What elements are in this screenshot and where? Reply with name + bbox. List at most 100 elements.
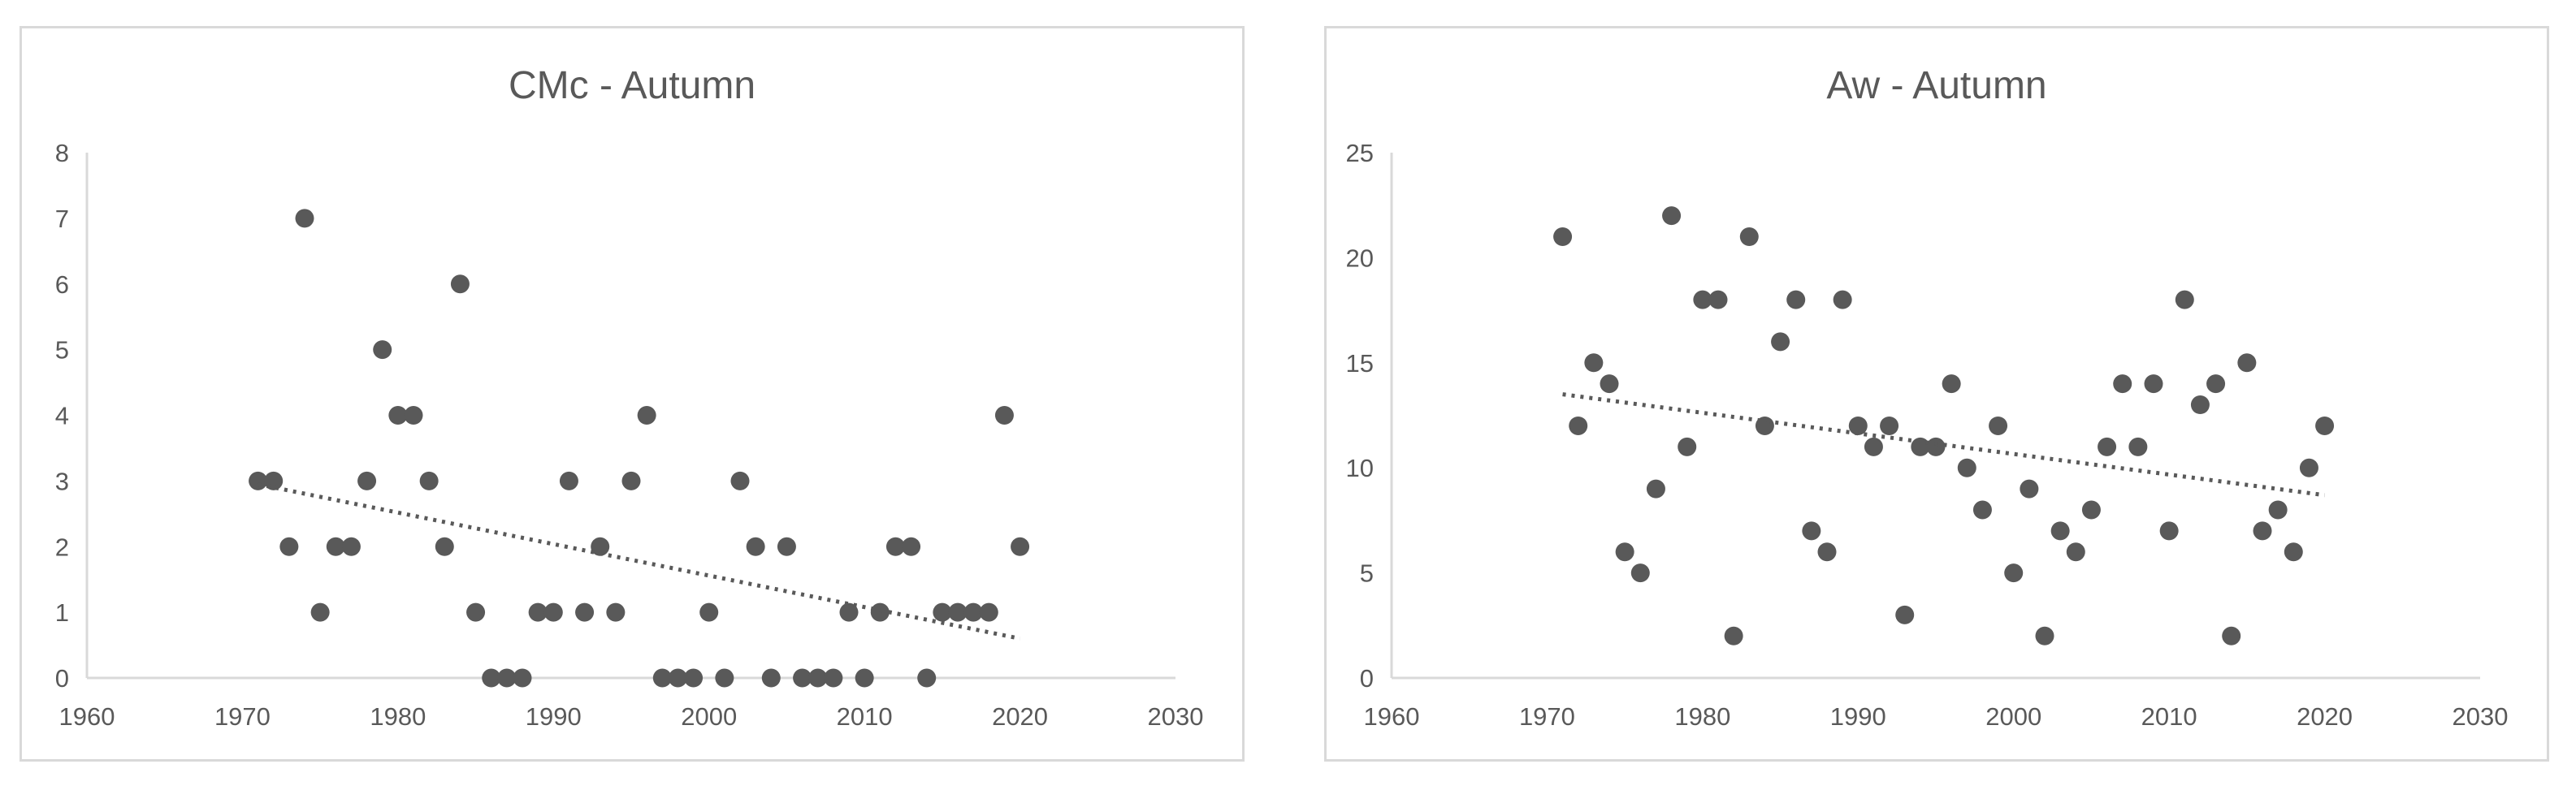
trendline [1562, 392, 2325, 498]
data-point [1880, 416, 1899, 435]
data-point [1911, 437, 1930, 456]
data-point [543, 602, 563, 622]
y-tick-label: 2 [55, 533, 69, 561]
data-point [1630, 563, 1650, 583]
x-tick-label: 1990 [1830, 702, 1886, 731]
data-point [808, 668, 828, 688]
chart-title: CMc - Autumn [509, 64, 755, 107]
data-point [2004, 563, 2024, 583]
data-point [295, 209, 314, 228]
x-tick-label: 1970 [214, 702, 271, 731]
y-tick-label: 3 [55, 467, 69, 495]
data-point [388, 406, 408, 425]
data-point [404, 406, 423, 425]
y-tick-label: 5 [55, 336, 69, 365]
data-point [1848, 416, 1868, 435]
data-point [1553, 227, 1573, 247]
data-point [1011, 537, 1030, 556]
y-tick-label: 15 [1346, 349, 1374, 378]
data-point [1864, 437, 1883, 456]
data-point [1584, 353, 1604, 373]
data-point [450, 274, 470, 294]
data-point [1739, 227, 1759, 247]
scatter-chart-aw-autumn: Aw - Autumn 0 5 10 15 20 25 1960 1970 1980 1990 20… [1346, 64, 2509, 731]
y-tick-label: 0 [1360, 664, 1374, 693]
data-point [1662, 206, 1682, 226]
data-point [559, 471, 578, 490]
x-tick-label: 2010 [2141, 702, 2197, 731]
data-point [963, 602, 983, 622]
data-point [482, 668, 501, 688]
data-point [1646, 479, 1665, 499]
data-point [715, 668, 734, 688]
data-point [2253, 521, 2272, 541]
data-point [466, 602, 486, 622]
data-point [885, 537, 905, 556]
data-point [2050, 521, 2070, 541]
data-point [933, 602, 952, 622]
data-point [994, 406, 1014, 425]
data-point [2159, 521, 2179, 541]
y-tick-label: 10 [1346, 454, 1374, 482]
data-point [513, 668, 532, 688]
data-point [575, 602, 595, 622]
data-point [1833, 290, 1852, 309]
x-tick-label: 2010 [837, 702, 893, 731]
data-point [2128, 437, 2148, 456]
data-point [1569, 416, 1588, 435]
data-point [606, 602, 626, 622]
data-point [2098, 437, 2117, 456]
data-point [373, 340, 392, 360]
data-point [2175, 290, 2194, 309]
data-point [1989, 416, 2008, 435]
data-point [435, 537, 454, 556]
y-tick-label: 25 [1346, 139, 1374, 167]
data-point [2222, 626, 2241, 645]
y-tick-label: 1 [55, 598, 69, 627]
y-tick-label: 7 [55, 205, 69, 233]
data-point [1786, 290, 1806, 309]
data-point [2299, 458, 2318, 477]
data-point [249, 471, 268, 490]
x-tick-label: 1980 [370, 702, 426, 731]
data-point [1678, 437, 1697, 456]
data-point [2206, 374, 2226, 394]
data-point [279, 537, 299, 556]
x-tick-label: 2030 [2453, 702, 2509, 731]
data-point [652, 668, 672, 688]
data-point [497, 668, 517, 688]
data-point [902, 537, 921, 556]
y-tick-label: 4 [55, 402, 69, 430]
y-tick-label: 6 [55, 270, 69, 299]
data-point [2315, 416, 2335, 435]
chart-panel-aw-autumn: Aw - Autumn 0 5 10 15 20 25 1960 1970 1980 1990 20… [1324, 26, 2549, 762]
data-point [979, 602, 998, 622]
data-point [2081, 500, 2101, 520]
data-point [855, 668, 874, 688]
data-point [528, 602, 548, 622]
chart-panel-cmc-autumn: CMc - Autumn 0 1 2 3 4 5 6 7 8 1960 1970 1980 1990 20… [19, 26, 1245, 762]
data-point [2190, 395, 2210, 415]
trendline [258, 481, 1021, 641]
data-point [2035, 626, 2054, 645]
data-point [591, 537, 610, 556]
y-tick-label: 0 [55, 664, 69, 693]
data-point [2020, 479, 2039, 499]
data-point [824, 668, 843, 688]
x-tick-label: 2020 [2297, 702, 2353, 731]
data-point [684, 668, 704, 688]
data-point [793, 668, 812, 688]
x-tick-label: 2030 [1148, 702, 1204, 731]
data-point [870, 602, 890, 622]
data-point [341, 537, 361, 556]
data-point [699, 602, 719, 622]
data-point [839, 602, 859, 622]
data-point [1895, 605, 1915, 624]
data-point [777, 537, 796, 556]
data-point [1972, 500, 1992, 520]
x-tick-label: 1960 [1364, 702, 1420, 731]
data-point [746, 537, 765, 556]
data-point [419, 471, 439, 490]
data-point [1600, 374, 1619, 394]
data-point [668, 668, 687, 688]
